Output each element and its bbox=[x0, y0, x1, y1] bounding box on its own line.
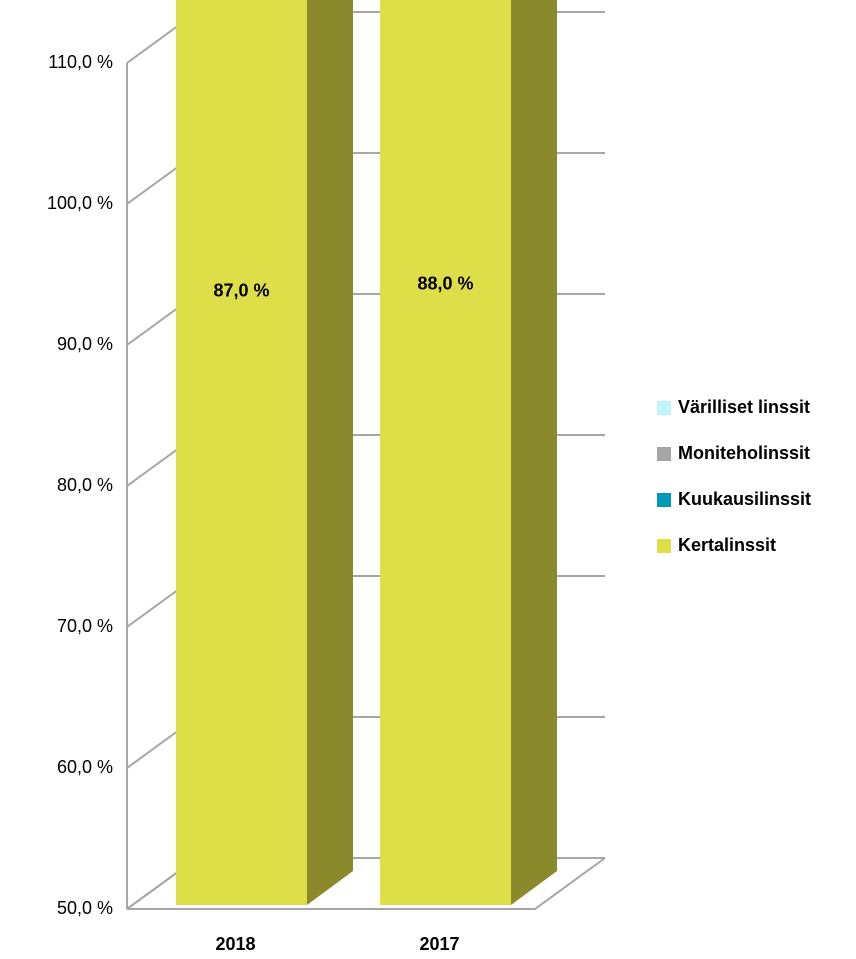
y-tick-label: 60,0 % bbox=[57, 757, 113, 777]
legend-swatch bbox=[657, 401, 671, 415]
data-label: 87,0 % bbox=[213, 280, 269, 300]
y-tick-label: 50,0 % bbox=[57, 898, 113, 918]
x-tick-label: 2017 bbox=[419, 934, 459, 954]
x-tick-label: 2018 bbox=[215, 934, 255, 954]
bar-side bbox=[307, 0, 353, 905]
y-tick-label: 90,0 % bbox=[57, 334, 113, 354]
legend-swatch bbox=[657, 539, 671, 553]
legend-label: Moniteholinssit bbox=[678, 443, 810, 463]
floor-front bbox=[127, 857, 606, 910]
legend-swatch bbox=[657, 447, 671, 461]
legend-label: Kuukausilinssit bbox=[678, 489, 811, 509]
y-tick-label: 110,0 % bbox=[48, 52, 113, 72]
legend-swatch bbox=[657, 493, 671, 507]
y-tick-label: 70,0 % bbox=[57, 616, 113, 636]
legend-label: Värilliset linssit bbox=[678, 397, 810, 417]
legend-label: Kertalinssit bbox=[678, 535, 776, 555]
bar-segment bbox=[176, 0, 307, 905]
y-tick-label: 100,0 % bbox=[47, 193, 113, 213]
bar-side bbox=[511, 0, 557, 905]
y-tick-label: 80,0 % bbox=[57, 475, 113, 495]
bar-segment bbox=[380, 0, 511, 906]
data-label: 88,0 % bbox=[417, 273, 473, 293]
